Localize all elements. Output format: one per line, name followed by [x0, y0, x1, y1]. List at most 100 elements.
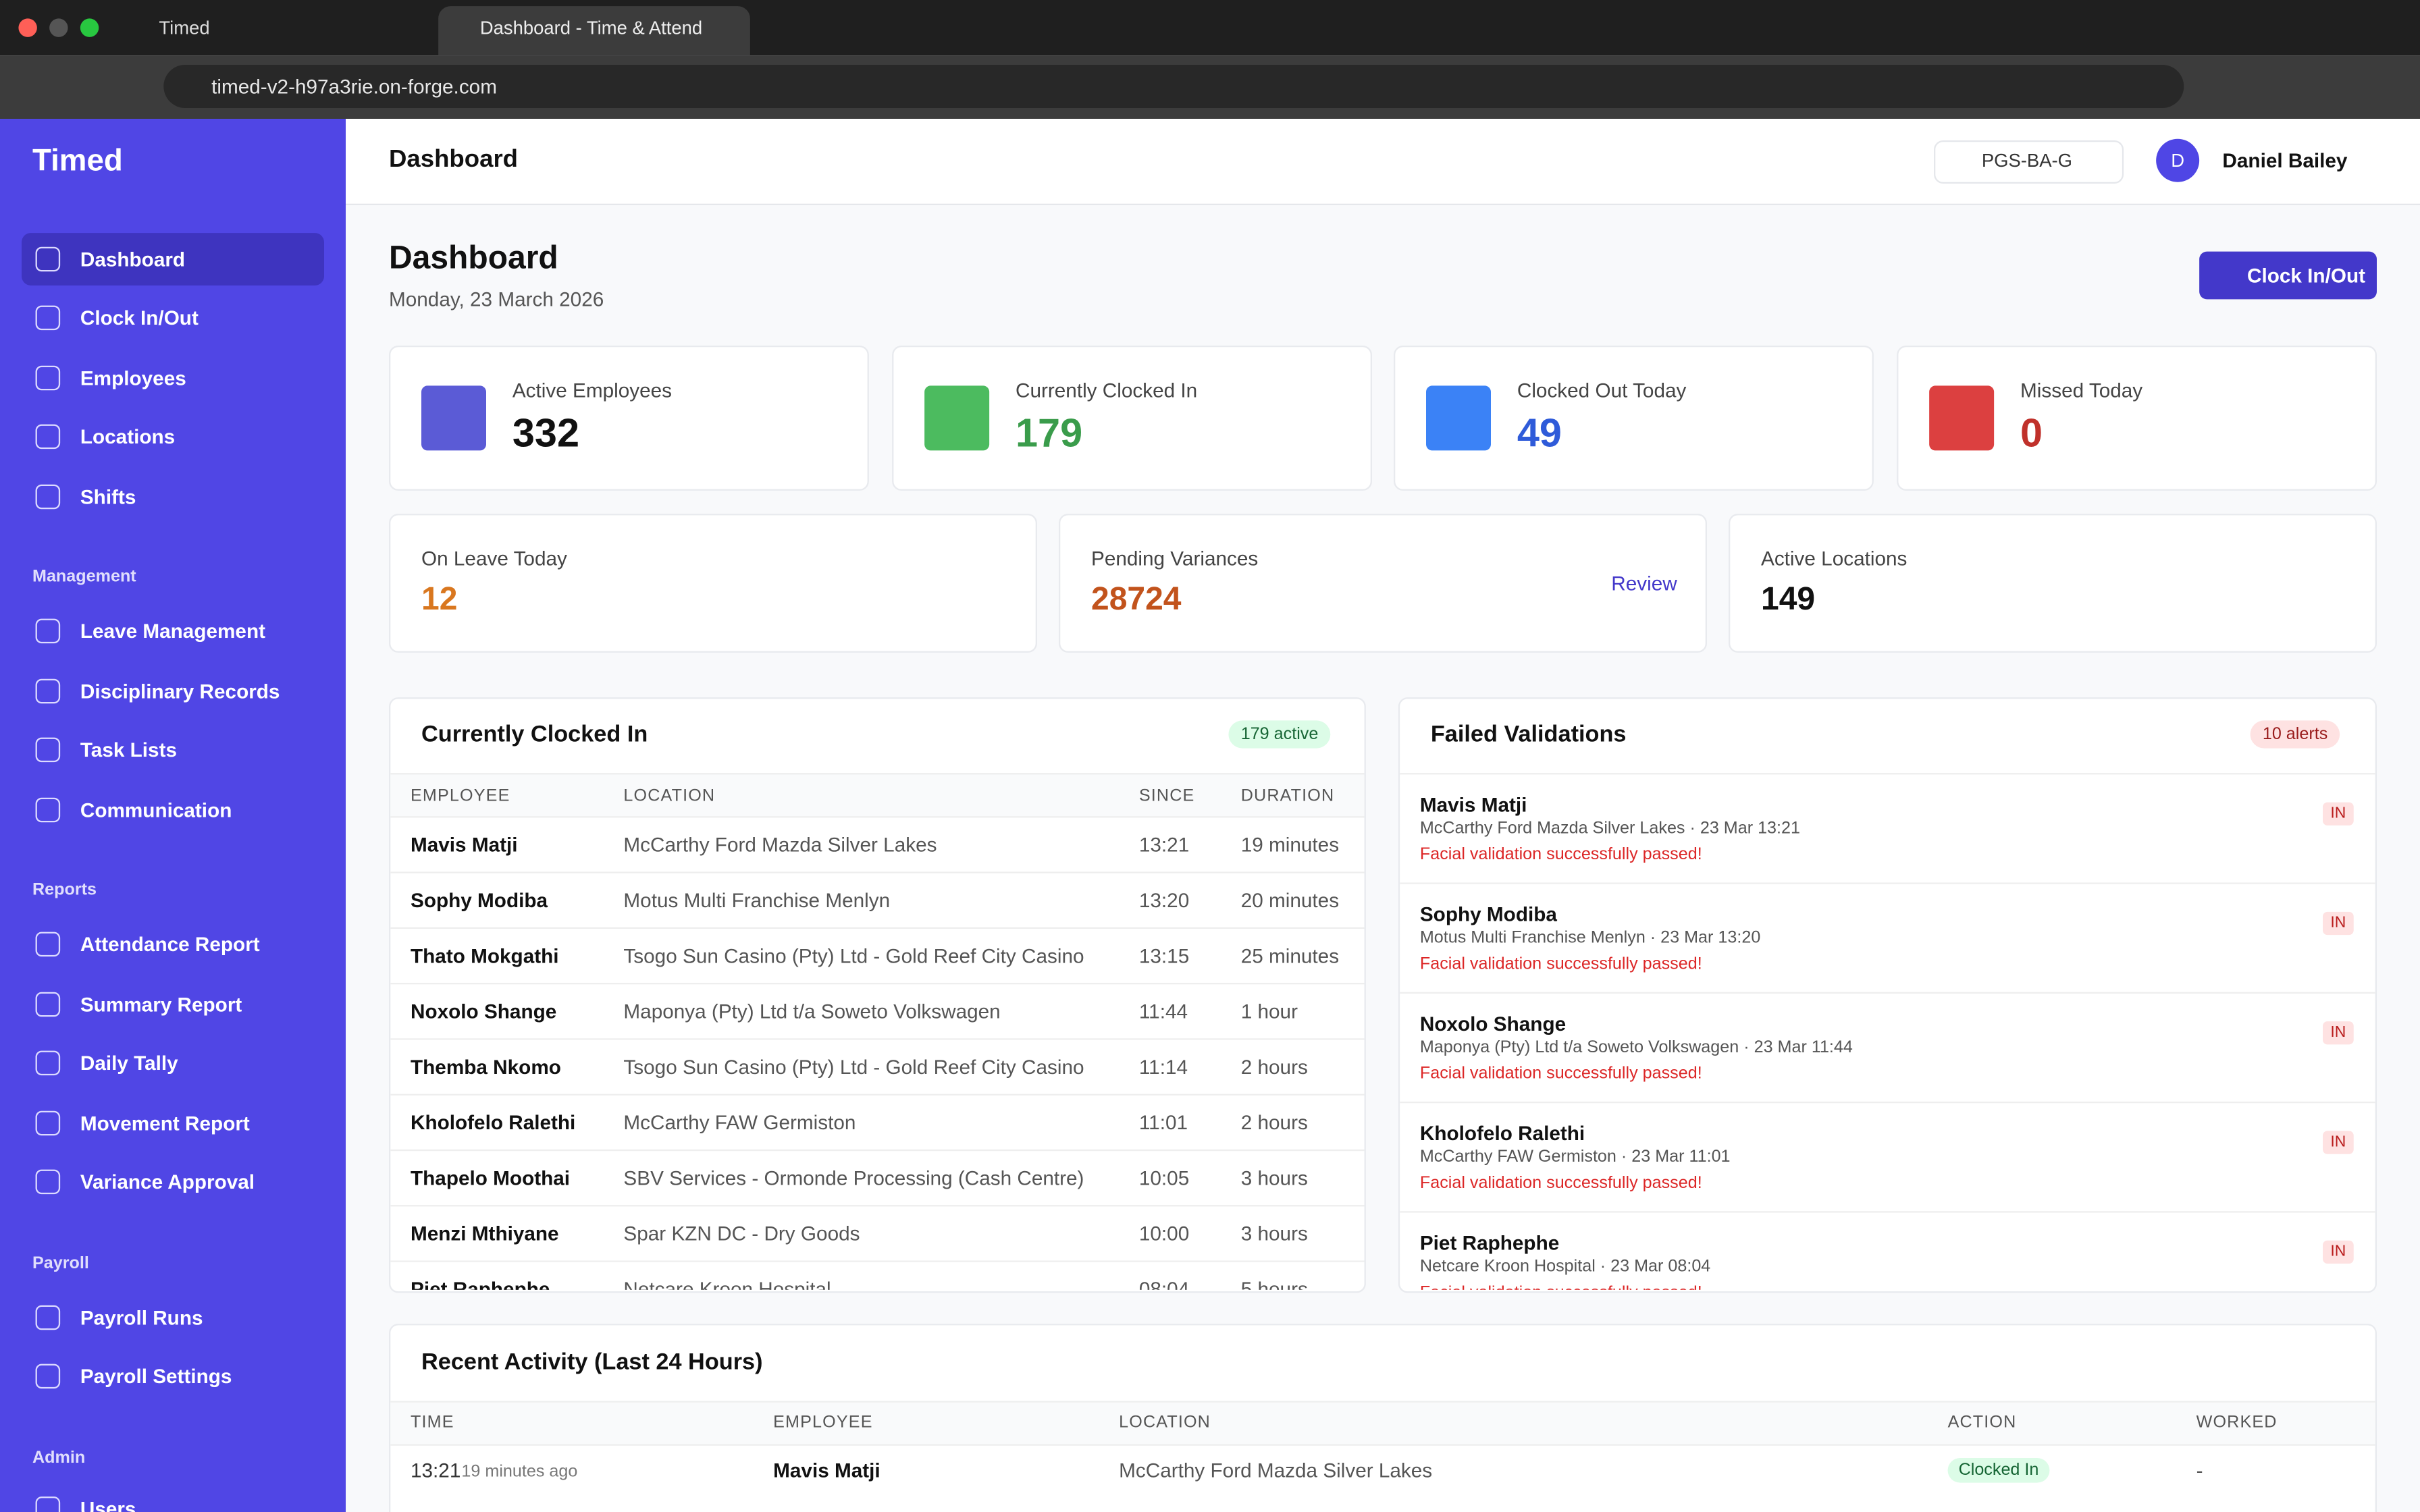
table-row: Mavis Matji McCarthy Ford Mazda Silver La…	[390, 817, 1365, 873]
alert-message: Facial validation successfully passed!	[1419, 1064, 1702, 1083]
nav-item[interactable]: Clock In/Out	[80, 306, 199, 330]
cell: 3 hours	[1240, 1222, 1308, 1245]
nav-icon	[35, 797, 61, 823]
alert-message: Facial validation successfully passed!	[1420, 1284, 1702, 1290]
cell: 11:14	[1138, 1055, 1188, 1079]
panel-title: Failed Validations	[1430, 721, 1627, 748]
cell: Tsogo Sun Casino (Pty) Ltd - Gold Reef C…	[623, 944, 1084, 968]
stat-icon	[421, 385, 487, 451]
worked: -	[2196, 1459, 2203, 1482]
table-row: Thato Mokgathi Tsogo Sun Casino (Pty) Ltd…	[390, 929, 1365, 985]
min-dot[interactable]	[49, 18, 68, 37]
alert-message: Facial validation successfully passed!	[1419, 845, 1702, 864]
nav-icon	[35, 678, 61, 704]
cell: 13:21	[1138, 833, 1190, 857]
page-title: Dashboard	[389, 240, 558, 277]
url[interactable]: timed-v2-h97a3rie.on-forge.com	[211, 74, 497, 99]
nav-item[interactable]: Attendance Report	[80, 932, 260, 956]
cell: McCarthy FAW Germiston	[623, 1110, 856, 1135]
nav-item[interactable]: Locations	[80, 425, 176, 448]
nav-icon	[35, 484, 61, 510]
alert-name: Mavis Matji	[1419, 792, 1527, 817]
nav-item[interactable]: Task Lists	[80, 738, 177, 761]
cell: 3 hours	[1240, 1166, 1308, 1190]
stat-card	[1729, 514, 2377, 653]
nav-icon	[35, 1050, 61, 1076]
nav-item[interactable]: Disciplinary Records	[80, 679, 280, 703]
clock-button[interactable]: Clock In/Out	[2199, 251, 2377, 300]
cell: Thapelo Moothai	[411, 1166, 571, 1190]
alert-tag: IN	[2323, 1240, 2354, 1264]
cell: Mavis Matji	[411, 833, 518, 857]
cell: Themba Nkomo	[411, 1055, 561, 1079]
nav-icon	[35, 737, 61, 763]
nav-item[interactable]: Dashboard	[80, 247, 186, 271]
alert-item: Kholofelo Ralethi McCarthy FAW Germiston …	[1400, 1103, 2375, 1213]
alert-name: Kholofelo Ralethi	[1419, 1121, 1585, 1145]
employee: Mavis Matji	[773, 1459, 880, 1482]
review-link[interactable]: Review	[1611, 571, 1677, 595]
nav-icon	[35, 246, 61, 272]
alert-tag: IN	[2323, 1021, 2354, 1045]
sidebar	[0, 119, 346, 1512]
nav-icon	[35, 365, 61, 391]
org[interactable]: PGS-BA-G	[1981, 149, 2073, 171]
alert-name: Noxolo Shange	[1419, 1012, 1567, 1035]
url-bar[interactable]	[163, 65, 2184, 108]
cell: Kholofelo Ralethi	[411, 1110, 576, 1135]
alert-name: Sophy Modiba	[1419, 902, 1557, 926]
cell: Sophy Modiba	[411, 888, 548, 912]
alert-name: Piet Raphephe	[1419, 1231, 1560, 1255]
nav-item[interactable]: Payroll Runs	[80, 1305, 203, 1330]
stat-label: Active Employees	[512, 379, 673, 402]
org-select[interactable]	[1934, 140, 2124, 184]
nav-item[interactable]: Summary Report	[80, 992, 242, 1017]
column-header: WORKED	[2196, 1413, 2278, 1432]
column-header: SINCE	[1138, 786, 1195, 806]
stat-value: 0	[2020, 409, 2043, 456]
table-row: Piet Raphephe Netcare Kroon Hospital 08:04…	[390, 1262, 1364, 1290]
nav-item[interactable]: Daily Tally	[80, 1051, 178, 1075]
alert-item: Piet Raphephe Netcare Kroon Hospital · 23…	[1400, 1213, 2375, 1290]
nav-icon	[35, 992, 61, 1017]
toolbar	[0, 55, 2420, 119]
nav-item[interactable]: Communication	[80, 798, 232, 822]
top-header	[346, 119, 2420, 205]
time-ago: 19 minutes ago	[461, 1462, 578, 1482]
stat-card	[389, 514, 1038, 653]
user-name[interactable]: Daniel Bailey	[2222, 148, 2348, 172]
cell: Noxolo Shange	[411, 1000, 557, 1023]
alert-item: Noxolo Shange Maponya (Pty) Ltd t/a Sowet…	[1400, 994, 2375, 1104]
max-dot[interactable]	[80, 18, 99, 37]
alert-tag: IN	[2323, 1131, 2354, 1154]
cell: 19 minutes	[1240, 833, 1340, 857]
cell: 5 hours	[1240, 1277, 1308, 1290]
cell: 20 minutes	[1240, 888, 1340, 912]
table-body: Mavis Matji McCarthy Ford Mazda Silver La…	[390, 817, 1365, 1290]
nav-item[interactable]: Shifts	[80, 485, 136, 509]
alert-detail: Netcare Kroon Hospital · 23 Mar 08:04	[1419, 1257, 1711, 1276]
stat-label: Missed Today	[2020, 379, 2143, 402]
nav-icon	[35, 1305, 61, 1330]
column-header: LOCATION	[1119, 1413, 1211, 1432]
close-dot[interactable]	[18, 18, 37, 37]
table-row: Kholofelo Ralethi McCarthy FAW Germiston 1…	[390, 1096, 1365, 1152]
active-tab[interactable]	[438, 6, 750, 56]
table-head	[390, 1401, 2375, 1446]
badge: 179 active	[1228, 720, 1331, 749]
nav-item[interactable]: Employees	[80, 366, 186, 390]
nav-item[interactable]: Leave Management	[80, 619, 266, 643]
tab-bar	[0, 0, 2420, 56]
cell: Thato Mokgathi	[411, 944, 559, 968]
tab-title[interactable]: Dashboard - Time & Attendan	[479, 17, 702, 39]
badge: 10 alerts	[2250, 720, 2340, 749]
tab-title[interactable]: Timed	[159, 17, 210, 39]
nav-item[interactable]: Users	[80, 1497, 136, 1512]
alert-detail: Motus Multi Franchise Menlyn · 23 Mar 13…	[1419, 929, 1761, 948]
cell: Netcare Kroon Hospital	[623, 1277, 831, 1290]
nav-item[interactable]: Variance Approval	[80, 1170, 255, 1194]
action-badge: Clocked In	[1947, 1458, 2050, 1483]
cell: McCarthy Ford Mazda Silver Lakes	[623, 833, 937, 857]
nav-item[interactable]: Movement Report	[80, 1111, 250, 1135]
nav-item[interactable]: Payroll Settings	[80, 1364, 232, 1388]
